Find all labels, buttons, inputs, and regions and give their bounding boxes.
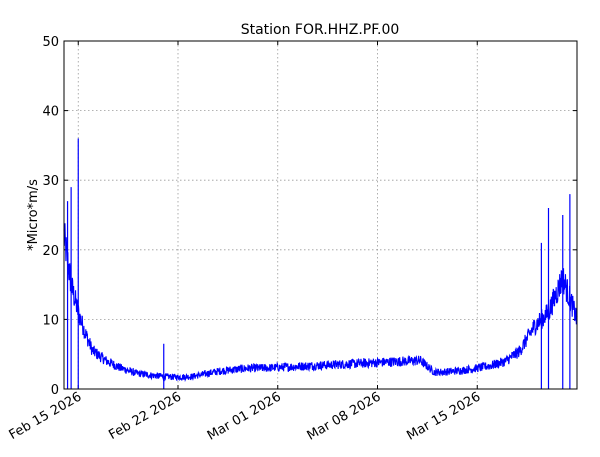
x-tick-label: Mar 08 2026 [305, 389, 384, 443]
series-layer [63, 138, 578, 389]
axis-ticks: 0 10 20 30 40 50 Feb 15 2026 Feb 22 2026 Mar 01 … [7, 35, 577, 444]
chart-title: Station FOR.HHZ.PF.00 [241, 22, 400, 38]
y-tick-label: 0 [51, 383, 59, 398]
y-tick-label: 20 [42, 244, 59, 259]
y-tick-label: 30 [42, 174, 59, 189]
x-tick-label: Feb 15 2026 [7, 389, 85, 442]
x-tick-label: Mar 01 2026 [205, 389, 284, 443]
x-tick-label: Mar 15 2026 [404, 389, 483, 443]
grid [64, 41, 577, 389]
y-tick-label: 10 [42, 313, 59, 328]
y-axis-label: *Micro*m/s [26, 179, 41, 251]
y-tick-label: 40 [42, 105, 59, 120]
plot-frame [63, 40, 578, 390]
y-tick-label: 50 [42, 35, 59, 50]
x-tick-label: Feb 22 2026 [106, 389, 184, 442]
series-line [63, 223, 578, 383]
